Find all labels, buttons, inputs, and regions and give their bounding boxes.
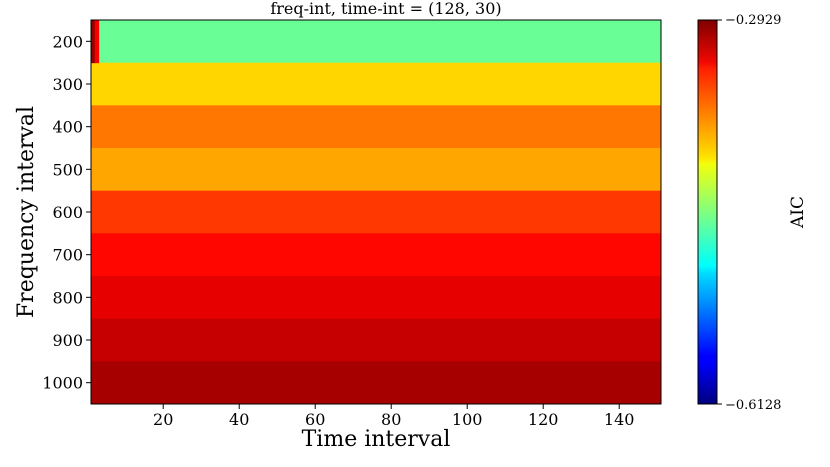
x-axis-label: Time interval <box>302 427 451 452</box>
x-tick-label: 40 <box>229 410 249 429</box>
y-axis-label: Frequency interval <box>14 106 39 318</box>
y-tick-label: 500 <box>52 160 83 179</box>
y-tick-label: 300 <box>52 75 83 94</box>
heatmap-row-300 <box>91 62 661 106</box>
heatmap-cells <box>91 20 661 405</box>
heatmap-row-900 <box>91 318 661 362</box>
colorbar-min-label: −0.6128 <box>725 398 781 413</box>
heatmap-row-1000 <box>91 361 661 405</box>
y-tick-label: 1000 <box>42 374 83 393</box>
heatmap-row-700 <box>91 233 661 277</box>
x-tick-label: 80 <box>381 410 401 429</box>
x-tick-label: 60 <box>305 410 325 429</box>
colorbar-max-label: −0.2929 <box>725 13 781 28</box>
heatmap-row-500 <box>91 148 661 192</box>
y-tick-label: 600 <box>52 203 83 222</box>
heatmap-row-400 <box>91 105 661 149</box>
heatmap-first-columns <box>91 20 100 64</box>
x-tick-label: 100 <box>452 410 483 429</box>
x-tick-label: 20 <box>153 410 173 429</box>
x-axis-ticks: 20 40 60 80 100 120 140 <box>153 404 634 429</box>
heatmap-row-200 <box>91 20 661 64</box>
y-tick-label: 700 <box>52 246 83 265</box>
heatmap-row-800 <box>91 276 661 320</box>
y-tick-label: 900 <box>52 331 83 350</box>
x-tick-label: 140 <box>604 410 635 429</box>
heatmap-row-600 <box>91 190 661 234</box>
heatmap-cell-200-col-1 <box>91 20 96 64</box>
chart-title: freq-int, time-int = (128, 30) <box>270 0 501 18</box>
y-axis-ticks: 200 300 400 500 600 700 800 900 1000 <box>42 32 91 393</box>
y-tick-label: 200 <box>52 32 83 51</box>
x-tick-label: 120 <box>528 410 559 429</box>
y-tick-label: 800 <box>52 288 83 307</box>
heatmap-cell-200-col-2 <box>94 20 100 64</box>
colorbar <box>697 19 718 405</box>
y-tick-label: 400 <box>52 118 83 137</box>
colorbar-title: AIC <box>788 196 808 229</box>
